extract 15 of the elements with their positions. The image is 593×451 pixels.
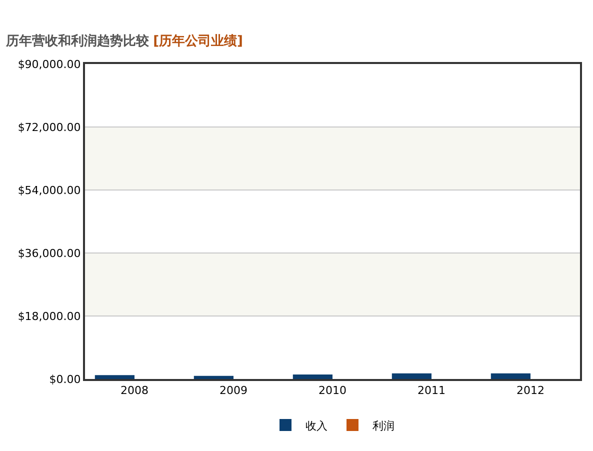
x-tick-label: 2010 — [318, 384, 346, 398]
y-tick-label: $36,000.00 — [18, 246, 81, 260]
legend-label: 利润 — [372, 419, 394, 432]
y-tick-label: $0.00 — [49, 372, 81, 386]
y-tick-label: $90,000.00 — [18, 58, 81, 71]
x-tick-label: 2009 — [220, 384, 248, 398]
x-tick-label: 2012 — [516, 384, 544, 398]
x-tick-label: 2011 — [418, 384, 446, 398]
chart-title: 历年营收和利润趋势比较 — [4, 33, 150, 50]
x-tick-label: 2008 — [120, 384, 148, 398]
y-tick-label: $54,000.00 — [18, 184, 81, 197]
chart-subtitle: [历年公司业绩] — [153, 34, 243, 50]
legend-label: 收入 — [306, 419, 328, 432]
y-tick-label: $18,000.00 — [18, 310, 81, 323]
y-tick-label: $72,000.00 — [18, 120, 81, 134]
